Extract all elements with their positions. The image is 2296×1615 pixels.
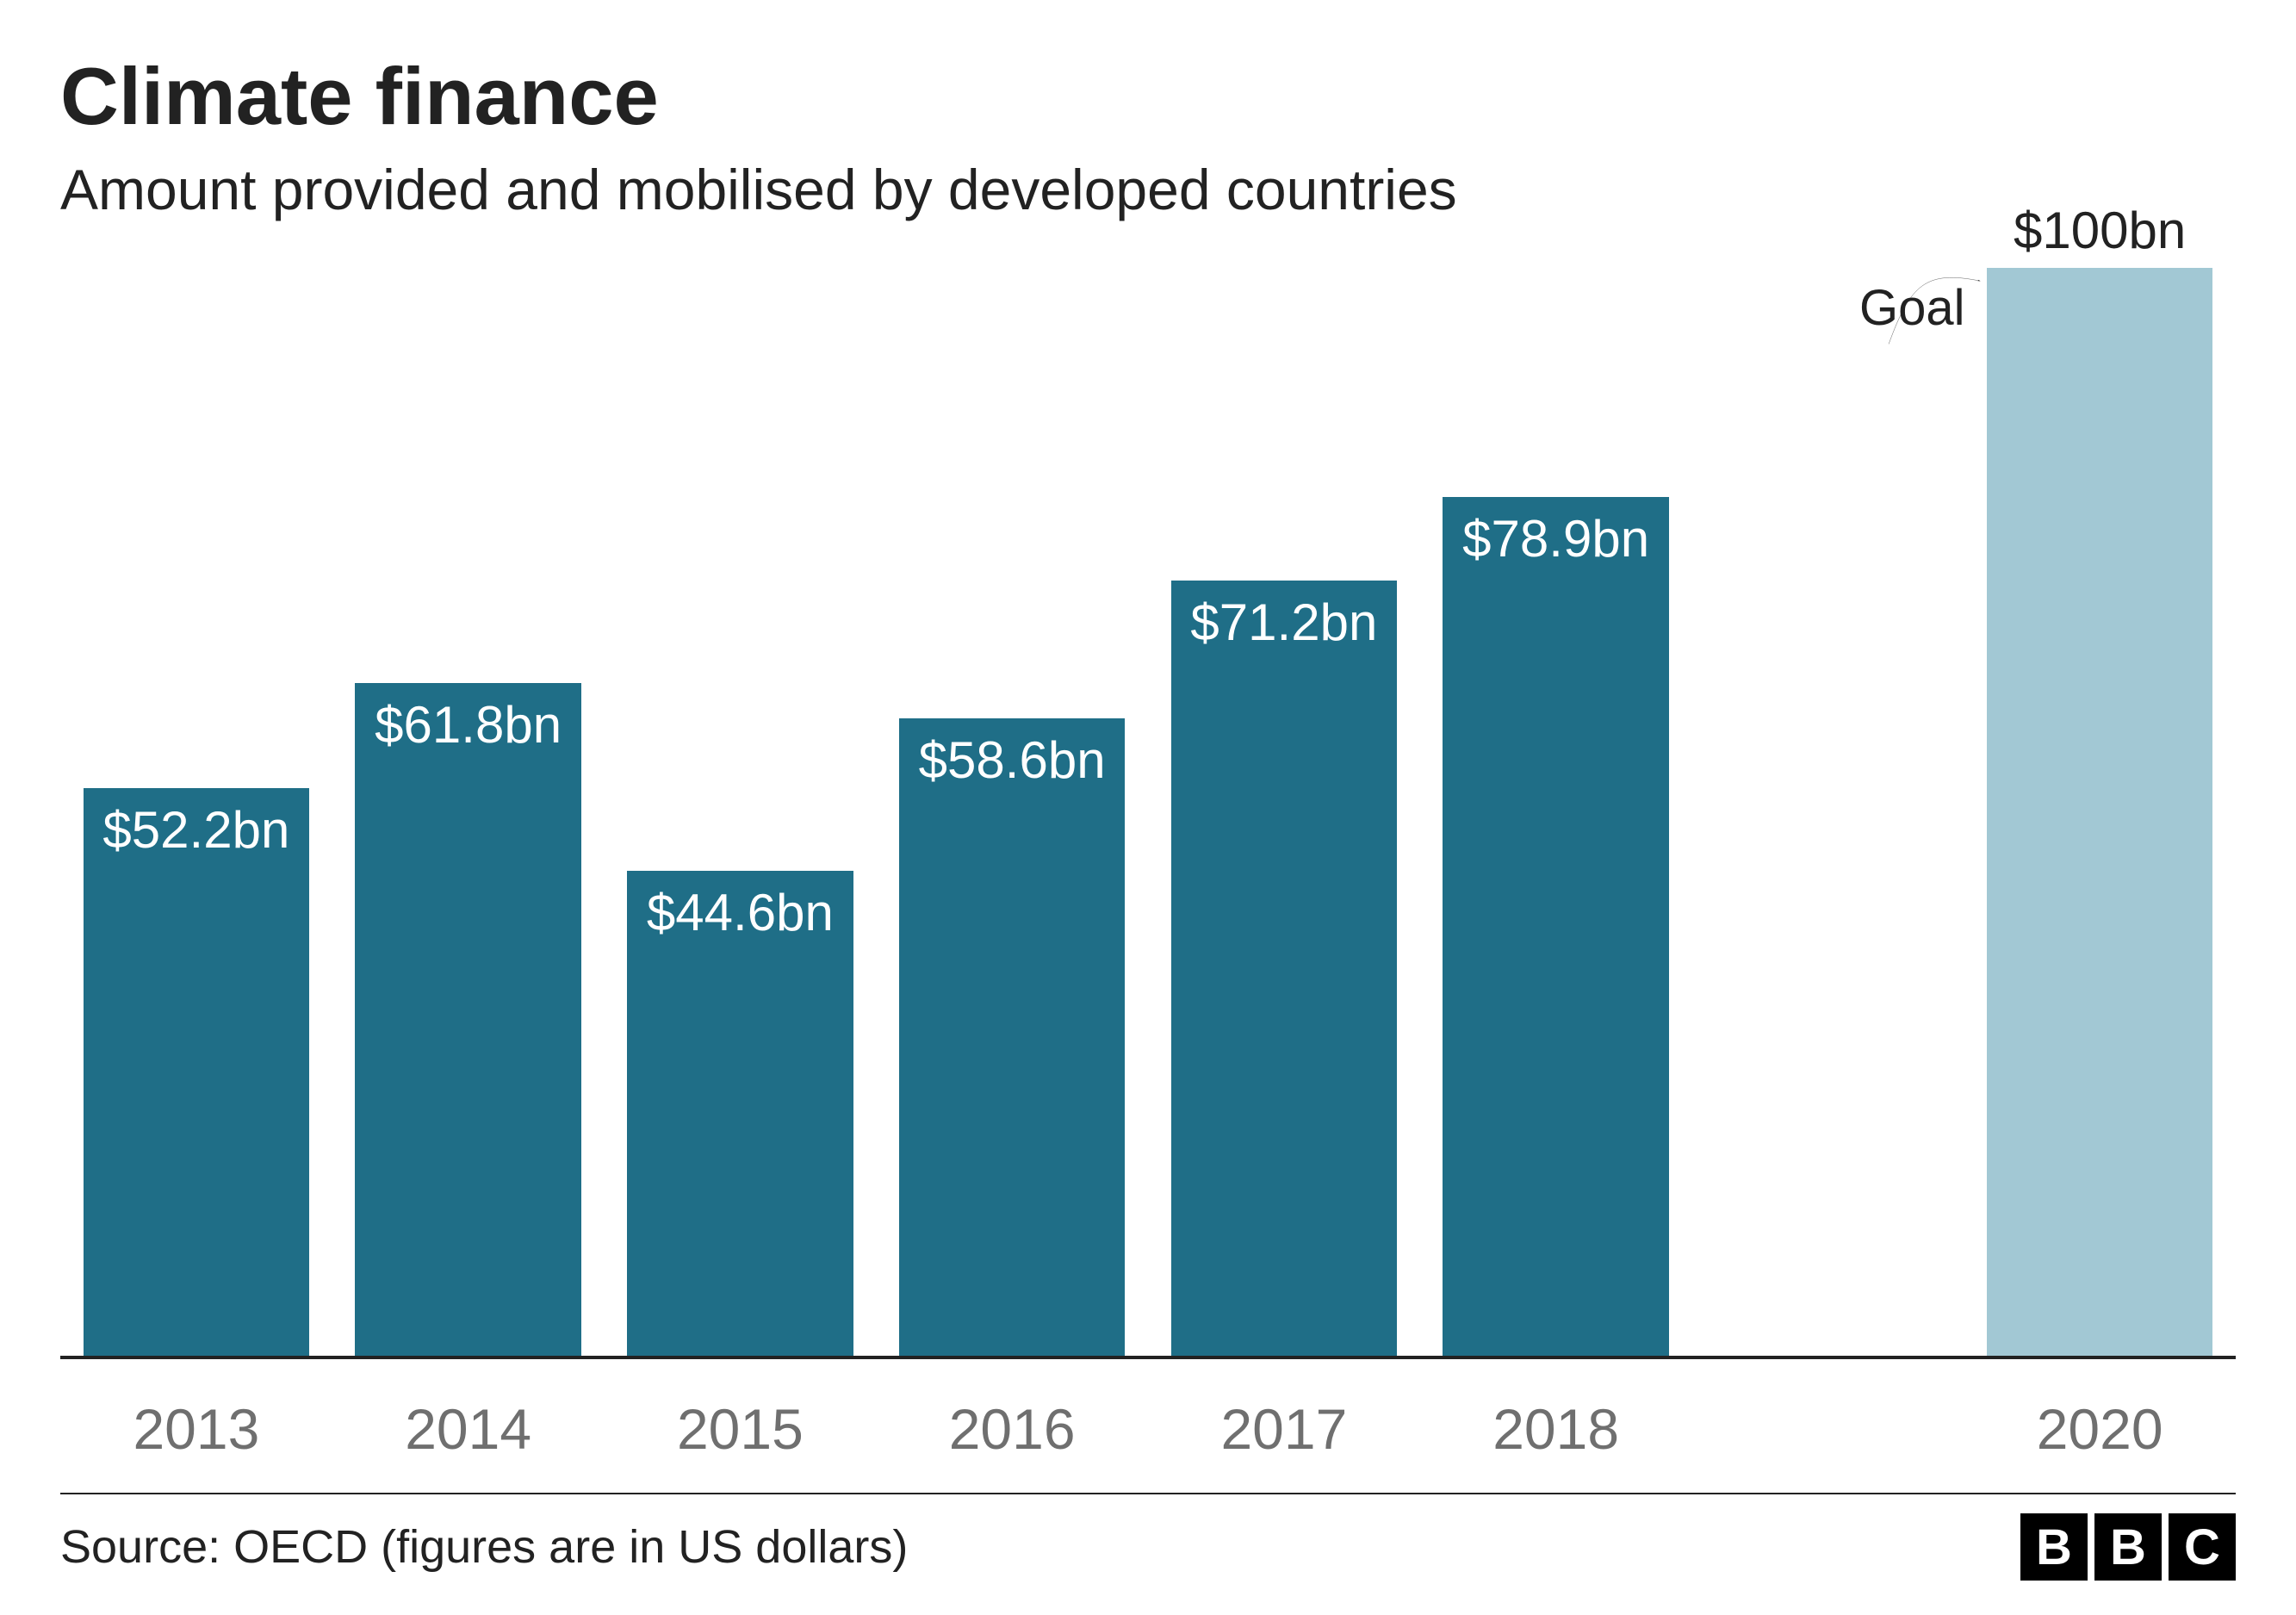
bar-2015: $44.6bn bbox=[627, 871, 853, 1356]
bar-value-label: $71.2bn bbox=[1171, 593, 1398, 652]
bar-2014: $61.8bn bbox=[355, 683, 581, 1356]
bar-value-label: $58.6bn bbox=[899, 730, 1126, 790]
x-axis-label: 2018 bbox=[1420, 1396, 1692, 1462]
x-axis-label: 2017 bbox=[1148, 1396, 1420, 1462]
bar-2017: $71.2bn bbox=[1171, 581, 1398, 1356]
bar-2013: $52.2bn bbox=[84, 788, 310, 1357]
bar-value-label: $61.8bn bbox=[355, 695, 581, 755]
bar-2018: $78.9bn bbox=[1443, 497, 1669, 1356]
bar-value-label: $44.6bn bbox=[627, 883, 853, 942]
chart-subtitle: Amount provided and mobilised by develop… bbox=[60, 156, 2236, 224]
x-axis-label: 2020 bbox=[1964, 1396, 2236, 1462]
chart-footer: Source: OECD (figures are in US dollars)… bbox=[60, 1493, 2236, 1581]
chart-title: Climate finance bbox=[60, 52, 2236, 140]
x-axis-labels: 201320142015201620172018 2020 bbox=[60, 1372, 2236, 1484]
source-text: Source: OECD (figures are in US dollars) bbox=[60, 1520, 908, 1574]
plot-area: Goal $52.2bn$61.8bn$44.6bn$58.6bn$71.2bn… bbox=[60, 268, 2236, 1359]
x-axis-label: 2016 bbox=[876, 1396, 1148, 1462]
bar-2020: $100bn bbox=[1987, 268, 2213, 1356]
bar-value-label: $100bn bbox=[1987, 201, 2213, 260]
bar-value-label: $52.2bn bbox=[84, 800, 310, 860]
bar-value-label: $78.9bn bbox=[1443, 509, 1669, 568]
x-axis-label: 2013 bbox=[60, 1396, 332, 1462]
bar-2016: $58.6bn bbox=[899, 718, 1126, 1356]
bbc-logo-letter: B bbox=[2094, 1513, 2162, 1581]
chart-area: Goal $52.2bn$61.8bn$44.6bn$58.6bn$71.2bn… bbox=[60, 268, 2236, 1484]
bbc-logo: B B C bbox=[2020, 1513, 2236, 1581]
bbc-logo-letter: C bbox=[2169, 1513, 2236, 1581]
chart-container: Climate finance Amount provided and mobi… bbox=[0, 0, 2296, 1615]
x-axis-label: 2015 bbox=[605, 1396, 877, 1462]
bbc-logo-letter: B bbox=[2020, 1513, 2088, 1581]
x-axis-label: 2014 bbox=[332, 1396, 605, 1462]
